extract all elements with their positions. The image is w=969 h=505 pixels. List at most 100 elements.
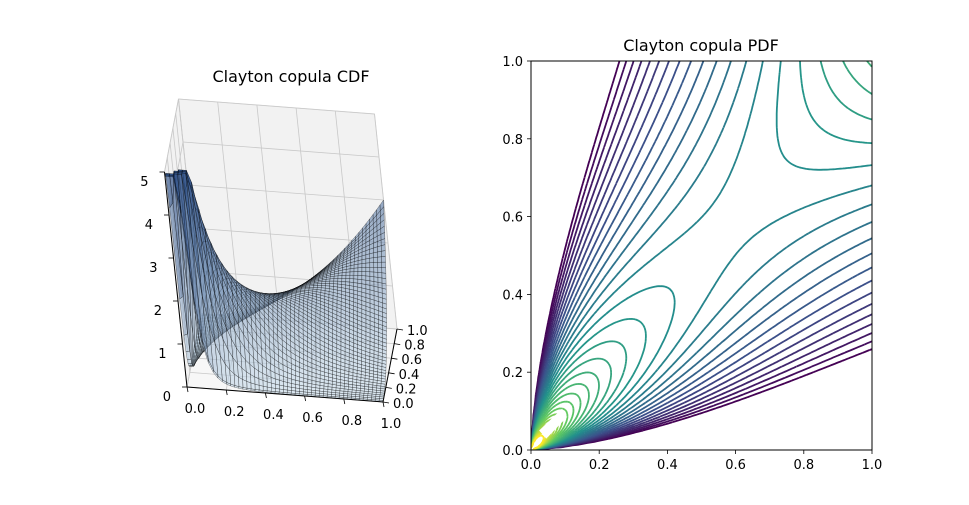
y-tick (391, 357, 398, 360)
contour-line (531, 61, 872, 450)
surface-facet (266, 381, 272, 388)
contour-line (531, 61, 872, 450)
z-tick-label: 1 (158, 347, 166, 362)
contour-line (531, 61, 872, 450)
surface-facet (287, 386, 292, 391)
surface-facet (275, 388, 280, 393)
surface-facet (271, 382, 276, 389)
gridline (256, 104, 280, 321)
y-tick-label: 0.6 (401, 353, 422, 368)
cdf-title: Clayton copula CDF (212, 67, 369, 86)
surface-facet (270, 391, 276, 394)
x-tick-label: 0.4 (657, 458, 678, 473)
pdf-title: Clayton copula PDF (623, 36, 779, 55)
surface-facet (353, 271, 359, 276)
surface-facet (341, 272, 347, 276)
x-tick-label: 0.8 (341, 414, 362, 429)
y-tick-label: 0.4 (399, 368, 420, 383)
y-tick-label: 0.6 (502, 211, 523, 226)
y-tick (382, 401, 390, 404)
contour-line (531, 61, 872, 450)
axis-lines (164, 171, 398, 403)
surface-facet (279, 388, 284, 393)
y-tick-label: 0.8 (404, 339, 425, 354)
surface-facet (274, 391, 280, 394)
y-tick (385, 387, 392, 389)
surface-facet (365, 267, 371, 272)
z-axis-line (164, 171, 188, 388)
surface-facet (369, 252, 374, 259)
y-tick (388, 372, 395, 375)
surface-mesh (164, 169, 387, 403)
surface-facet (329, 280, 334, 284)
contour-line (531, 61, 872, 450)
surface-facet (369, 267, 375, 273)
surface-facet (357, 275, 363, 280)
x-tick-label: 0.6 (302, 411, 323, 426)
x-tick-label: 0.6 (725, 458, 746, 473)
surface-facet (164, 174, 170, 177)
surface-facet (333, 278, 339, 282)
z-tick-label: 4 (145, 218, 153, 233)
surface-facet (275, 383, 280, 390)
contour-line (531, 61, 872, 450)
surface-facet (341, 278, 347, 282)
surface-facet (325, 278, 331, 282)
surface-facet (373, 256, 378, 263)
contour-line (531, 61, 872, 450)
surface-facet (365, 253, 370, 260)
contour-line (531, 61, 872, 450)
surface-facet (321, 283, 326, 286)
y-tick-label: 0.2 (396, 382, 417, 397)
surface-facet (353, 264, 359, 269)
surface-facet (317, 283, 322, 286)
x-tick (304, 395, 306, 402)
surface-facet (283, 385, 288, 391)
x-tick (343, 398, 346, 405)
y-tick (396, 328, 404, 331)
surface-facet (373, 246, 378, 254)
surface-facet (373, 262, 378, 268)
surface-facet (373, 251, 378, 258)
surface-facet (373, 267, 379, 273)
saturated-peak (539, 408, 567, 439)
z-tick-label: 3 (149, 261, 157, 276)
contour-line (531, 61, 872, 450)
surface-facet (345, 271, 351, 276)
gridline (187, 184, 384, 201)
surface-facet (353, 275, 359, 280)
surface-facet (381, 262, 386, 268)
surface-facet (313, 285, 318, 288)
x-tick (382, 401, 385, 408)
contour-line (531, 61, 872, 450)
surface-facet (349, 268, 355, 273)
surface-facet (381, 267, 387, 274)
surface-facet (381, 250, 386, 257)
surface-facet (309, 285, 314, 288)
contour-line (531, 61, 872, 450)
surface-facet (258, 389, 264, 393)
surface-facet (168, 174, 174, 178)
surface-facet (381, 244, 386, 252)
surface-facet (279, 384, 284, 390)
surface-facet (271, 387, 276, 392)
surface-facet (365, 275, 371, 282)
surface-facet (369, 257, 374, 263)
surface-facet (341, 275, 347, 279)
surface-facet (369, 276, 375, 282)
surface-facet (377, 251, 382, 258)
surface-facet (357, 271, 363, 276)
axis-tick-labels: 0.0 0.2 0.4 0.6 0.8 1.00.00.20.40.60.81.00123… (140, 171, 428, 432)
surface-facet (365, 258, 370, 264)
x-tick (186, 386, 189, 393)
x-axis-line (186, 386, 384, 403)
surface-facet (337, 278, 343, 282)
contour-line (531, 61, 872, 450)
surface-facet (258, 385, 264, 391)
surface-facet (250, 388, 256, 392)
surface-facet (377, 256, 382, 263)
surface-facet (380, 238, 386, 246)
z-tick-label: 0 (163, 390, 171, 405)
x-tick-label: 1.0 (862, 458, 883, 473)
surface-facet (369, 262, 374, 268)
